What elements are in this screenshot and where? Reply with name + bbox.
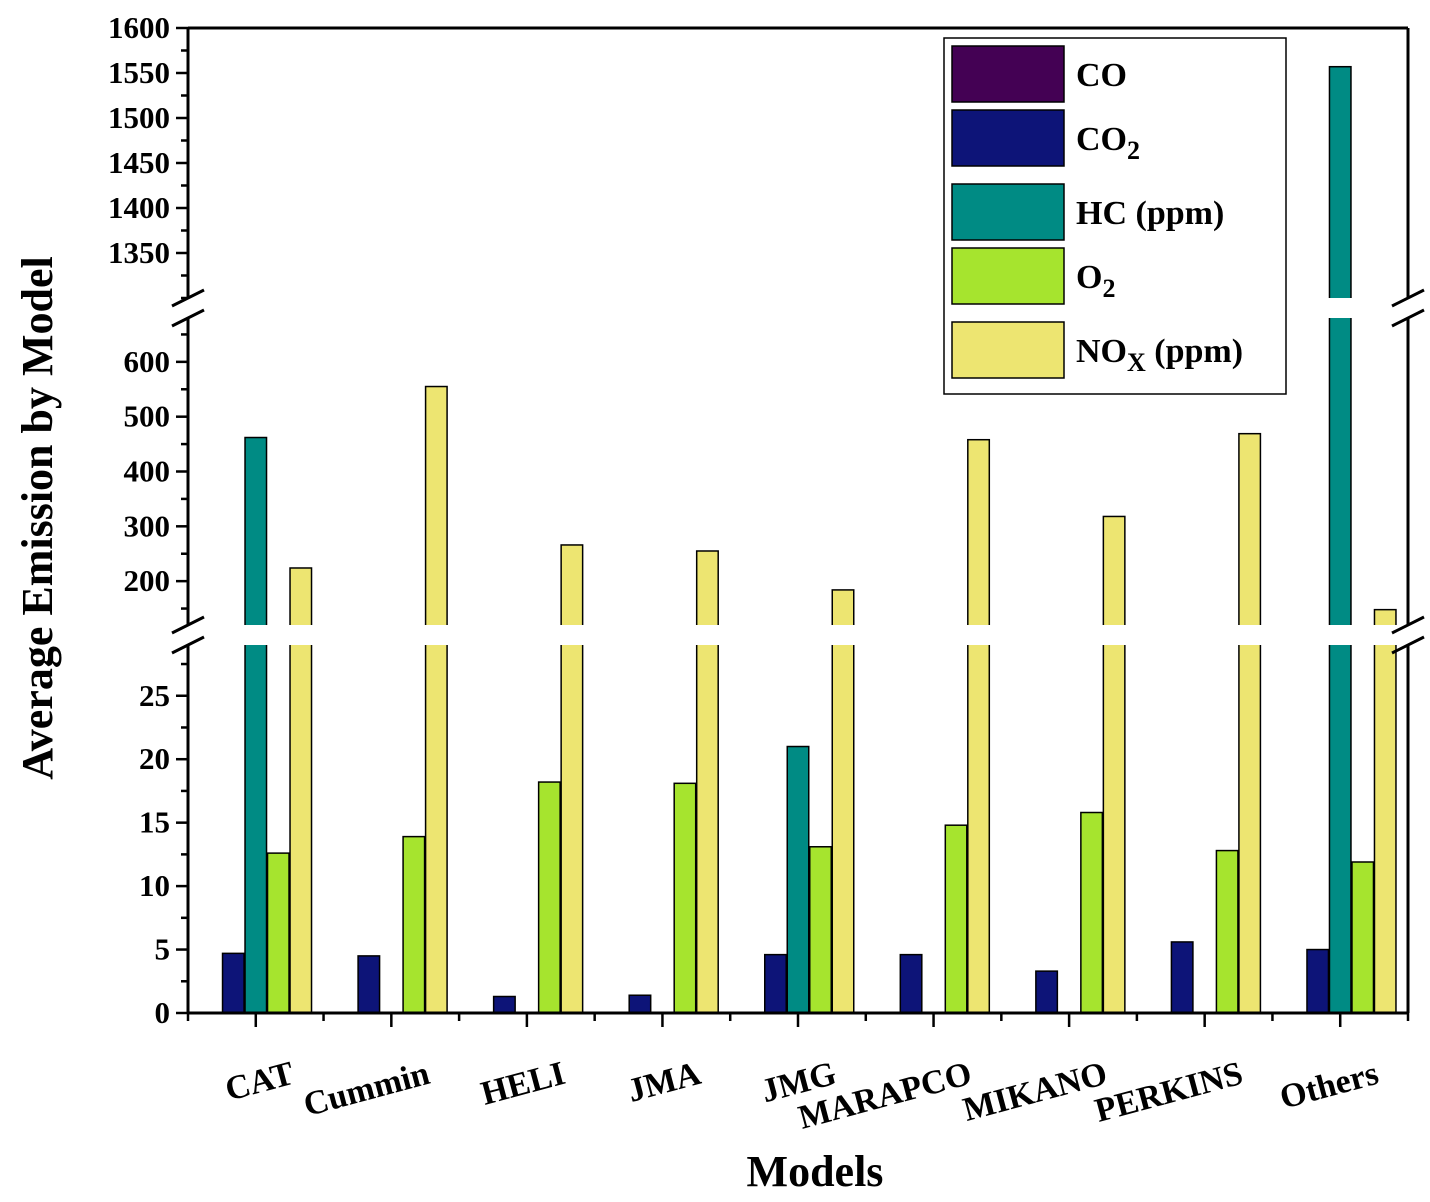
- y-tick-label: 25: [139, 678, 170, 713]
- break-mark: [1391, 288, 1425, 308]
- bar-o2-others: [1351, 861, 1375, 1014]
- bar-co2-jmg: [764, 953, 787, 1014]
- y-axis: 0 5 10 15 20 25 200 300 400 500 600 1350 1400 1450 150…: [108, 10, 188, 1030]
- x-tick-label-jma: JMA: [624, 1055, 705, 1110]
- y-tick-label: 1400: [108, 190, 170, 225]
- y-tick-label: 300: [124, 508, 171, 543]
- legend: CO CO2 HC (ppm) O2 NOX (ppm): [943, 37, 1287, 395]
- legend-swatch: [951, 321, 1065, 379]
- bar-nox-ppm--jma: [695, 550, 719, 1014]
- bar-hc-ppm--cat: [244, 436, 268, 1014]
- x-tick-label-mikano: MIKANO: [959, 1055, 1111, 1129]
- break-mark: [1391, 635, 1425, 655]
- bar-o2-jma: [673, 782, 697, 1014]
- y-tick-label: 0: [155, 995, 171, 1030]
- bar-co2-jma: [628, 994, 652, 1014]
- bars-layer: [189, 65, 1407, 1014]
- bar-nox-ppm--perkins: [1238, 432, 1262, 1014]
- bar-co2-others: [1306, 948, 1330, 1014]
- y-tick-label: 5: [155, 932, 171, 967]
- bar-nox-ppm--mikano: [1102, 515, 1126, 1014]
- y-tick-label: 200: [124, 563, 171, 598]
- bar-o2-mikano: [1080, 811, 1104, 1014]
- bar-co2-heli: [492, 995, 516, 1014]
- legend-swatch: [951, 183, 1065, 241]
- bar-hc-ppm--others: [1328, 65, 1352, 1014]
- legend-label: HC (ppm): [1076, 195, 1224, 232]
- y-tick-label: 1600: [108, 10, 170, 45]
- legend-swatch: [951, 45, 1065, 103]
- y-tick-label: 20: [139, 741, 170, 776]
- x-axis-title: Models: [747, 1147, 884, 1196]
- y-axis-title: Average Emission by Model: [13, 256, 62, 780]
- legend-swatch: [951, 247, 1065, 305]
- bar-nox-ppm--jmg: [831, 589, 855, 1014]
- break-mark: [171, 288, 205, 308]
- axis-breaks: [171, 288, 1425, 655]
- bar-nox-ppm--others: [1373, 608, 1397, 1014]
- y-tick-label: 15: [139, 805, 170, 840]
- y-tick-label: 10: [139, 868, 170, 903]
- bar-o2-cat: [266, 852, 290, 1014]
- bar-hc-ppm--jmg: [786, 745, 810, 1014]
- break-mark: [1391, 308, 1425, 328]
- bar-co2-cat: [221, 952, 245, 1014]
- y-tick-label: 1350: [108, 235, 170, 270]
- bar-co2-perkins: [1170, 941, 1194, 1014]
- bar-nox-ppm--marapco: [967, 438, 991, 1014]
- legend-label: O2: [1076, 259, 1115, 303]
- x-tick-label-others: Others: [1276, 1055, 1382, 1117]
- break-mark: [171, 615, 205, 635]
- x-tick-label-cummin: Cummin: [300, 1055, 434, 1124]
- bar-o2-perkins: [1215, 849, 1239, 1014]
- break-mark: [171, 635, 205, 655]
- bar-nox-ppm--cummin: [424, 385, 448, 1014]
- y-tick-label: 500: [124, 399, 171, 434]
- y-tick-label: 1500: [108, 100, 170, 135]
- x-tick-label-heli: HELI: [477, 1055, 569, 1113]
- break-gap-2: [189, 625, 1407, 645]
- break-mark: [1391, 615, 1425, 635]
- bar-co2-mikano: [1035, 970, 1059, 1014]
- bar-o2-marapco: [944, 824, 968, 1014]
- x-tick-label-cat: CAT: [221, 1055, 298, 1109]
- y-tick-label: 600: [124, 344, 171, 379]
- break-mark: [171, 308, 205, 328]
- x-tick-label-perkins: PERKINS: [1091, 1055, 1247, 1130]
- legend-label: CO2: [1076, 121, 1140, 165]
- legend-label: NOX (ppm): [1076, 333, 1243, 377]
- bar-co2-cummin: [357, 955, 381, 1014]
- y-tick-label: 1550: [108, 55, 170, 90]
- bar-nox-ppm--heli: [560, 544, 584, 1014]
- y-tick-label: 1450: [108, 145, 170, 180]
- bar-o2-heli: [537, 781, 561, 1014]
- bar-o2-jmg: [809, 846, 832, 1014]
- y-tick-label: 400: [124, 454, 171, 489]
- legend-label: CO: [1076, 57, 1127, 94]
- bar-o2-cummin: [402, 835, 426, 1014]
- legend-swatch: [951, 109, 1065, 167]
- bar-co2-marapco: [899, 953, 923, 1014]
